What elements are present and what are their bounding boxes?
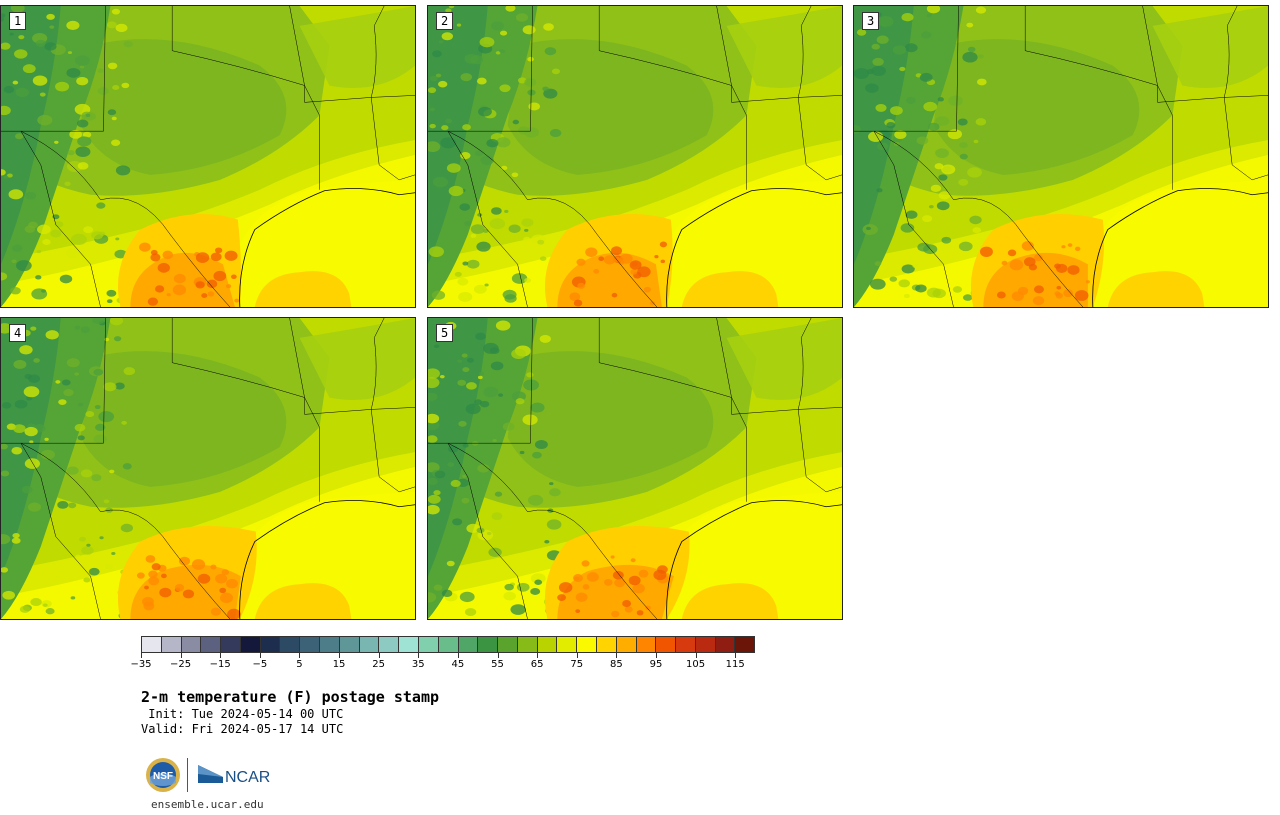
nsf-logo: NSF [146,758,180,792]
colorbar-tick [655,653,657,658]
website-text: ensemble.ucar.edu [151,798,264,811]
colorbar-tick-label: 115 [725,659,745,670]
colorbar-tick-label: 105 [686,659,706,670]
colorbar-segment [517,637,538,652]
panel-label: 5 [436,324,454,342]
colorbar-segment [498,637,518,652]
colorbar-tick [339,653,341,658]
colorbar-tick [616,653,618,658]
colorbar-tick-label: −15 [209,659,231,670]
panel-label: 4 [9,324,27,342]
colorbar-tick-label: 75 [570,659,584,670]
colorbar-segment [221,637,241,652]
temperature-map [1,6,415,307]
colorbar-tick [695,653,697,658]
colorbar-tick-label: 95 [649,659,663,670]
colorbar-tick-label: −5 [252,659,268,670]
colorbar-tick-label: 5 [296,659,303,670]
colorbar-tick [418,653,420,658]
map-panel: 3 [853,5,1269,308]
colorbar-tick-label: −25 [170,659,192,670]
colorbar-tick [141,653,142,658]
colorbar-tick-label: 85 [609,659,623,670]
colorbar-segment [359,637,380,652]
colorbar-tick [735,653,737,658]
temperature-map [854,6,1268,307]
colorbar-tick [378,653,380,658]
colorbar-segment [537,637,558,652]
panel-label: 3 [862,12,880,30]
colorbar-tick [180,653,182,658]
logo-divider [187,758,188,792]
colorbar-segment [181,637,202,652]
colorbar-segment [478,637,499,652]
temperature-map [428,318,842,619]
colorbar-ticks: −35 −25 −15 −5 5 15 25 35 45 55 65 75 85 95 105 115 [130,653,755,673]
colorbar-tick-label: −35 [130,659,152,670]
colorbar-segment [577,637,597,652]
temperature-map [428,6,842,307]
colorbar-segment [201,637,222,652]
colorbar-segment [458,637,479,652]
nsf-logo-text: NSF [153,771,173,782]
colorbar-tick-label: 65 [530,659,544,670]
chart-title: 2-m temperature (F) postage stamp [141,688,440,706]
colorbar-tick-label: 45 [451,659,465,670]
colorbar-tick [299,653,301,658]
colorbar-segment [339,637,360,652]
colorbar-segment [260,637,281,652]
init-time: Init: Tue 2024-05-14 00 UTC [141,707,344,721]
panel-label: 2 [436,12,454,30]
colorbar-tick [497,653,499,658]
colorbar-segment [161,637,182,652]
colorbar-tick-label: 15 [332,659,346,670]
map-panel: 4 [0,317,416,620]
colorbar-tick [576,653,578,658]
colorbar-segment [557,637,578,652]
colorbar-segment [142,637,162,652]
colorbar-segment [596,637,617,652]
colorbar-tick-label: 35 [411,659,425,670]
colorbar-tick-label: 55 [491,659,504,670]
colorbar-tick [457,653,459,658]
colorbar-segment [695,637,716,652]
colorbar-segment [636,637,657,652]
colorbar [141,636,755,653]
panel-label: 1 [9,12,27,30]
colorbar-tick-label: 25 [372,659,386,670]
colorbar-segment [735,637,755,652]
colorbar-segment [379,637,400,652]
map-panel: 2 [427,5,843,308]
colorbar-segment [418,637,439,652]
valid-time: Valid: Fri 2024-05-17 14 UTC [141,722,344,736]
temperature-map [1,318,415,619]
colorbar-segment [300,637,321,652]
ncar-logo-text: NCAR [225,769,270,786]
colorbar-segment [320,637,340,652]
colorbar-tick [259,653,261,658]
colorbar-segment [438,637,459,652]
colorbar-segment [676,637,696,652]
colorbar-tick [220,653,222,658]
ncar-logo: NCAR [198,765,270,786]
colorbar-segment [656,637,677,652]
colorbar-segment [616,637,637,652]
map-panel: 5 [427,317,843,620]
colorbar-segment [240,637,261,652]
colorbar-tick [537,653,539,658]
colorbar-segment [280,637,301,652]
colorbar-segment [399,637,419,652]
colorbar-segment [715,637,736,652]
map-panel: 1 [0,5,416,308]
